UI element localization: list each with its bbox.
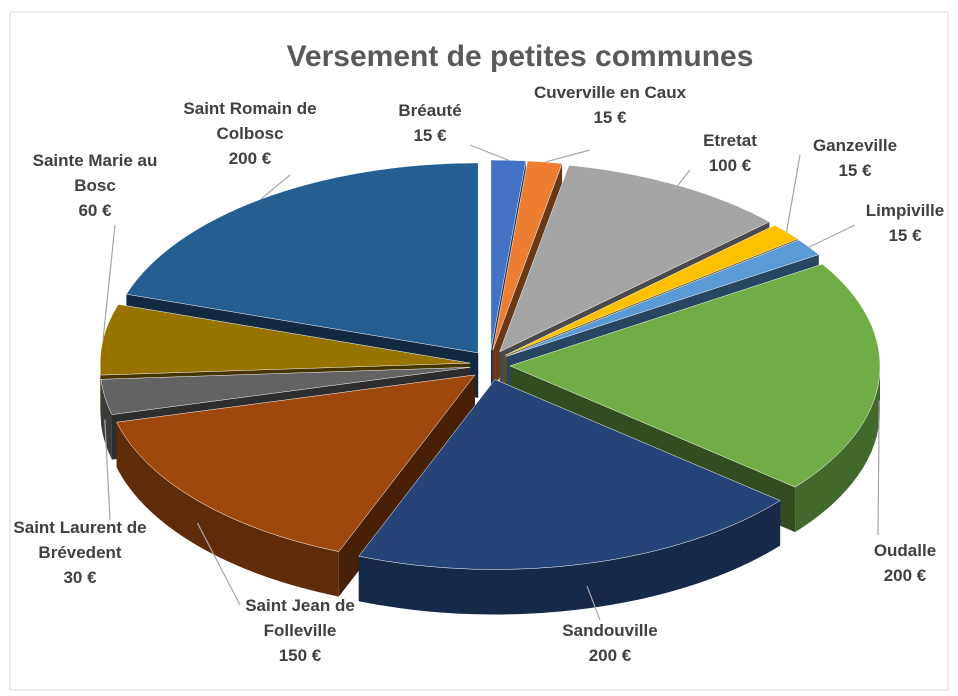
value-label: 30 € [63,568,97,587]
data-label: Bréauté 15 € [375,98,485,148]
leader-line [808,224,856,248]
leader-line [469,144,509,161]
value-label: 15 € [838,161,872,180]
category-label: Sandouville [562,621,658,640]
value-label: 60 € [78,201,112,220]
chart-title: Versement de petites communes [286,40,754,73]
value-label: 200 € [883,566,927,585]
data-label: Saint Jean de Folleville 150 € [215,593,385,668]
leader-line [877,400,880,536]
slice-top [100,367,471,415]
value-label: 15 € [888,226,922,245]
data-label: Saint Romain de Colbosc 200 € [165,96,335,171]
leader-line [196,522,241,606]
leader-line [104,419,111,521]
slice-top [490,159,527,351]
category-label: Saint Jean de Folleville [245,596,355,640]
data-label: Cuverville en Caux 15 € [530,80,690,130]
slice-wall [100,363,101,421]
slice-top [492,160,563,351]
category-label: Bréauté [398,101,462,120]
slice-wall [101,379,112,460]
value-label: 200 € [588,646,632,665]
leader-line [586,585,601,621]
leader-line [102,224,116,340]
leader-line [677,169,691,186]
slice-wall [358,500,781,615]
data-label: Ganzeville 15 € [795,133,915,183]
value-label: 15 € [413,126,447,145]
category-label: Sainte Marie au Bosc [32,151,158,195]
category-label: Cuverville en Caux [533,83,687,102]
value-label: 150 € [278,646,322,665]
value-label: 100 € [708,156,752,175]
category-label: Saint Romain de Colbosc [183,99,317,143]
value-label: 200 € [228,149,272,168]
data-label: Saint Laurent de Brévedent 30 € [0,515,165,590]
data-label: Sandouville 200 € [540,618,680,668]
slice-top [358,379,781,570]
category-label: Saint Laurent de Brévedent [13,518,147,562]
slice-top [499,164,770,353]
data-label: Oudalle 200 € [855,538,955,588]
value-label: 15 € [593,108,627,127]
category-label: Ganzeville [812,136,898,155]
category-label: Limpiville [865,201,945,220]
leader-line [544,149,591,163]
leader-line [260,174,291,200]
slice-wall [116,422,339,597]
data-label: Sainte Marie au Bosc 60 € [10,148,180,223]
slice-top [116,374,476,552]
category-label: Oudalle [873,541,937,560]
slice-top [509,263,881,488]
leader-line [785,154,801,232]
slice-top [99,304,471,376]
slice-wall [795,365,881,533]
slice-top [125,162,479,354]
data-label: Limpiville 15 € [850,198,958,248]
category-label: Etretat [703,131,757,150]
data-label: Etretat 100 € [680,128,780,178]
